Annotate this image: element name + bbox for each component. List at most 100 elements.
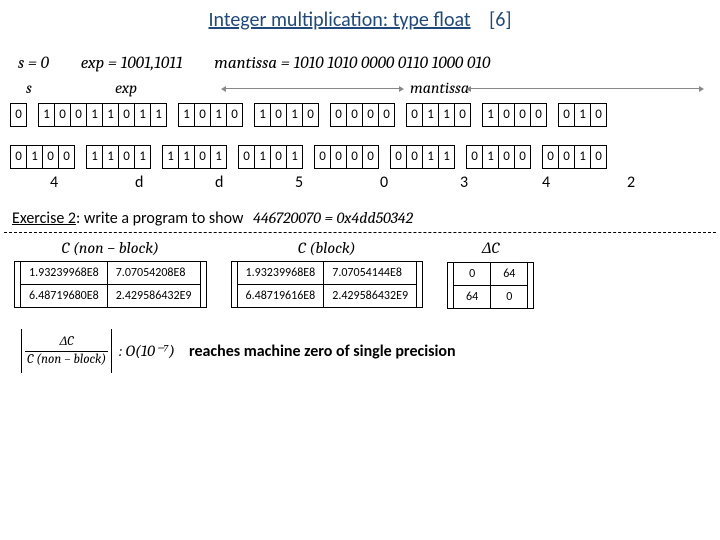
bit-group: 1010 <box>178 103 243 127</box>
bit-cell: 1 <box>422 145 439 169</box>
divider <box>4 232 716 233</box>
bit-cell: 0 <box>498 145 515 169</box>
bit-cell: 1 <box>254 145 271 169</box>
bit-cell: 0 <box>390 145 407 169</box>
bit-group: 0000 <box>330 103 395 127</box>
matrix-delta: ΔC 064640 <box>447 239 534 309</box>
exercise-rest: : write a program to show <box>76 209 243 228</box>
bit-cell: 0 <box>542 145 559 169</box>
matrix-nonblock: C (non − block) 1.93239968E87.07054208E8… <box>14 239 207 308</box>
exercise-label: Exercise 2 <box>12 209 76 228</box>
bit-cell: 1 <box>38 103 55 127</box>
bit-cell: 0 <box>118 145 135 169</box>
bit-cell: 1 <box>178 103 195 127</box>
label-mantissa: mantissa <box>410 79 469 97</box>
bit-group: 1000 <box>482 103 547 127</box>
hex-digit: d <box>215 173 223 192</box>
hex-digit: 4 <box>542 173 550 192</box>
bit-cell: 0 <box>330 103 347 127</box>
bit-cell: 1 <box>178 145 195 169</box>
exercise-line: Exercise 2: write a program to show 4467… <box>12 209 720 228</box>
matrix-nonblock-label: C (non − block) <box>62 239 160 257</box>
bit-cell: 0 <box>270 103 287 127</box>
precision-row: ΔC C (non − block) : O(10⁻⁷) reaches mac… <box>18 329 720 373</box>
bit-group: 0100 <box>10 145 75 169</box>
bit-cell: 1 <box>422 103 439 127</box>
equation-row: s = 0 exp = 1001,1011 mantissa = 1010 10… <box>18 54 720 73</box>
matrix-cell: 2.429586432E9 <box>107 285 200 308</box>
bit-cell: 1 <box>574 103 591 127</box>
bit-cell: 1 <box>438 103 455 127</box>
matrix-nonblock-table: 1.93239968E87.07054208E86.48719680E82.42… <box>20 261 201 308</box>
bit-group: 0010 <box>542 145 607 169</box>
hex-digit: 0 <box>380 173 388 192</box>
bit-cell: 0 <box>302 103 319 127</box>
bit-row-float: 01001101110101010000001101000010 <box>10 103 720 127</box>
bit-cell: 0 <box>226 103 243 127</box>
matrix-delta-table: 064640 <box>453 262 528 309</box>
matrix-cell: 0 <box>491 286 528 309</box>
ratio-order: : O(10⁻⁷) <box>119 341 175 361</box>
matrix-cell: 6.48719680E8 <box>21 285 108 308</box>
bit-group: 0 <box>10 103 27 127</box>
bit-group: 0110 <box>406 103 471 127</box>
title-ref: [6] <box>489 8 511 32</box>
bit-cell: 0 <box>346 145 363 169</box>
bit-cell: 0 <box>590 103 607 127</box>
hex-digit: d <box>135 173 143 192</box>
matrix-block-label: C (block) <box>298 239 356 257</box>
precision-expr: ΔC C (non − block) : O(10⁻⁷) <box>18 329 175 373</box>
label-exp: exp <box>115 79 137 97</box>
bit-cell: 0 <box>42 145 59 169</box>
bit-cell: 1 <box>286 145 303 169</box>
bit-cell: 1 <box>482 145 499 169</box>
bit-cell: 1 <box>210 103 227 127</box>
bit-cell: 1 <box>162 145 179 169</box>
bit-group: 1101 <box>86 145 151 169</box>
hex-digit: 5 <box>295 173 303 192</box>
matrix-block: C (block) 1.93239968E87.07054144E86.4871… <box>231 239 424 308</box>
bit-cell: 1 <box>150 103 167 127</box>
bit-cell: 1 <box>574 145 591 169</box>
bit-cell: 0 <box>406 145 423 169</box>
bit-cell: 0 <box>58 145 75 169</box>
bit-cell: 1 <box>26 145 43 169</box>
bit-group: 0101 <box>238 145 303 169</box>
bit-cell: 0 <box>498 103 515 127</box>
bit-group: 1101 <box>162 145 227 169</box>
matrix-cell: 1.93239968E8 <box>237 262 324 285</box>
bit-cell: 0 <box>406 103 423 127</box>
bit-cell: 0 <box>530 103 547 127</box>
bit-cell: 0 <box>362 145 379 169</box>
matrix-block-table: 1.93239968E87.07054144E86.48719616E82.42… <box>237 261 418 308</box>
matrix-cell: 7.07054208E8 <box>107 262 200 285</box>
matrix-cell: 64 <box>491 263 528 286</box>
bit-cell: 0 <box>590 145 607 169</box>
hex-digit: 2 <box>627 173 635 192</box>
bit-cell: 0 <box>330 145 347 169</box>
exercise-formula: 446720070 = 0x4dd50342 <box>253 209 413 227</box>
bit-group: 0000 <box>314 145 379 169</box>
bit-cell: 0 <box>194 103 211 127</box>
bit-cell: 1 <box>134 103 151 127</box>
bit-cell: 1 <box>102 145 119 169</box>
bit-group: 0011 <box>390 145 455 169</box>
hex-digit: 3 <box>460 173 468 192</box>
bit-group: 1010 <box>254 103 319 127</box>
hex-digit-row: 4dd50342 <box>10 173 720 195</box>
eq-exp: exp = 1001,1011 <box>81 54 183 73</box>
bit-cell: 1 <box>134 145 151 169</box>
bit-cell: 0 <box>270 145 287 169</box>
bit-cell: 0 <box>238 145 255 169</box>
bit-cell: 1 <box>438 145 455 169</box>
bit-cell: 0 <box>362 103 379 127</box>
matrix-cell: 2.429586432E9 <box>324 285 417 308</box>
bit-group: 010 <box>558 103 607 127</box>
title-text: Integer multiplication: type float <box>208 8 470 32</box>
bit-cell: 0 <box>54 103 71 127</box>
mantissa-arrow-left <box>225 88 400 89</box>
matrix-delta-label: ΔC <box>482 239 499 258</box>
bit-cell: 0 <box>194 145 211 169</box>
matrix-cell: 6.48719616E8 <box>237 285 324 308</box>
eq-mantissa: mantissa = 1010 1010 0000 0110 1000 010 <box>214 54 490 73</box>
